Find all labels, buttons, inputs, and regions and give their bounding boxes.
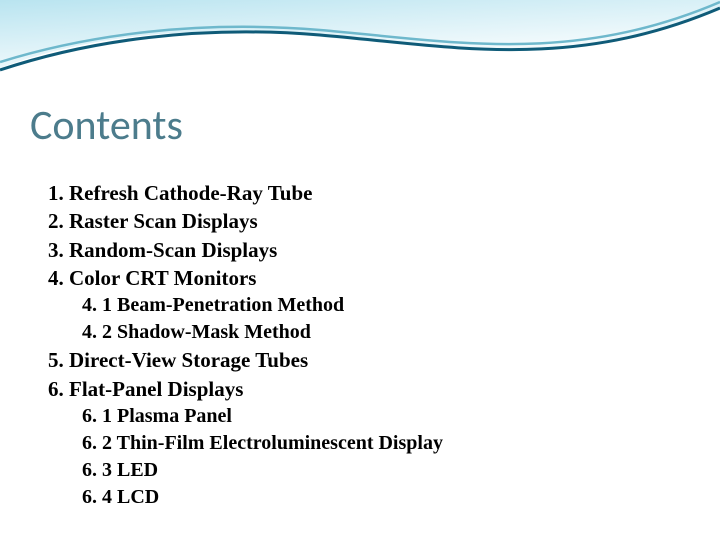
- toc-num: 5.: [48, 348, 64, 372]
- toc-item: 3. Random-Scan Displays: [48, 236, 690, 264]
- toc-sublabel: LCD: [117, 486, 159, 508]
- wave-line-light: [0, 2, 720, 62]
- toc-subitem: 4. 1 Beam-Penetration Method: [82, 292, 690, 319]
- wave-svg: [0, 0, 720, 90]
- toc-num: 6.: [48, 377, 64, 401]
- toc-subnum: 4. 2: [82, 321, 112, 343]
- toc-num: 2.: [48, 209, 64, 233]
- toc-item: 4. Color CRT Monitors: [48, 264, 690, 292]
- page-title: Contents: [30, 100, 690, 151]
- toc-item: 6. Flat-Panel Displays: [48, 375, 690, 403]
- toc-num: 1.: [48, 181, 64, 205]
- toc-item: 5. Direct-View Storage Tubes: [48, 346, 690, 374]
- toc-sublabel: Plasma Panel: [117, 405, 232, 427]
- toc-sublabel: Thin-Film Electroluminescent Display: [117, 432, 443, 454]
- toc-label: Raster Scan Displays: [69, 209, 258, 233]
- toc-label: Color CRT Monitors: [69, 266, 256, 290]
- wave-line-dark: [0, 8, 720, 70]
- toc-num: 4.: [48, 266, 64, 290]
- toc-sublabel: LED: [117, 459, 158, 481]
- toc-label: Direct-View Storage Tubes: [69, 348, 308, 372]
- toc-label: Flat-Panel Displays: [69, 377, 243, 401]
- toc-sublabel: Beam-Penetration Method: [117, 294, 344, 316]
- toc-subitem: 6. 1 Plasma Panel: [82, 403, 690, 430]
- toc-subitem: 4. 2 Shadow-Mask Method: [82, 319, 690, 346]
- toc-item: 2. Raster Scan Displays: [48, 207, 690, 235]
- decorative-wave: [0, 0, 720, 90]
- toc-label: Random-Scan Displays: [69, 238, 277, 262]
- wave-fill: [0, 0, 720, 68]
- toc-subitem: 6. 4 LCD: [82, 484, 690, 511]
- contents-list: 1. Refresh Cathode-Ray Tube 2. Raster Sc…: [48, 179, 690, 511]
- toc-sublabel: Shadow-Mask Method: [117, 321, 311, 343]
- toc-subnum: 6. 3: [82, 459, 112, 481]
- toc-subitem: 6. 3 LED: [82, 457, 690, 484]
- toc-subnum: 6. 4: [82, 486, 112, 508]
- toc-item: 1. Refresh Cathode-Ray Tube: [48, 179, 690, 207]
- toc-subitem: 6. 2 Thin-Film Electroluminescent Displa…: [82, 430, 690, 457]
- toc-subnum: 6. 1: [82, 405, 112, 427]
- toc-num: 3.: [48, 238, 64, 262]
- toc-subnum: 6. 2: [82, 432, 112, 454]
- content-area: Contents 1. Refresh Cathode-Ray Tube 2. …: [30, 100, 690, 511]
- toc-subnum: 4. 1: [82, 294, 112, 316]
- toc-label: Refresh Cathode-Ray Tube: [69, 181, 312, 205]
